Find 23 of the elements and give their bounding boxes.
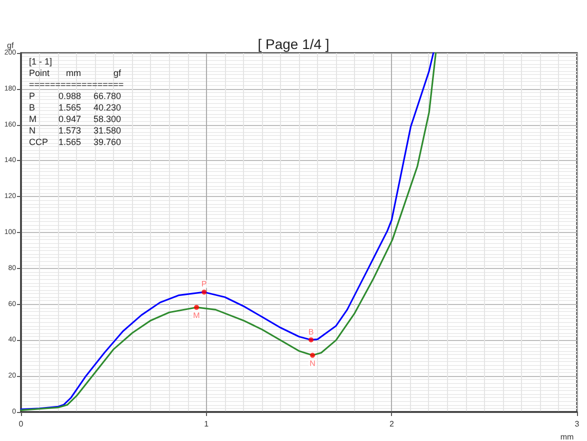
point	[308, 337, 314, 342]
y-axis-title: gf	[7, 41, 14, 50]
point	[194, 304, 200, 310]
annotation: P	[201, 280, 207, 289]
point	[310, 352, 316, 358]
annotation: [1 - 1]	[29, 56, 52, 66]
x-tick-label: 2	[389, 420, 394, 428]
point	[202, 290, 207, 295]
x-tick-label: 1	[204, 420, 210, 428]
annotation: M	[193, 310, 200, 320]
annotation: B	[308, 327, 314, 336]
text: B 1.565 40.230	[29, 102, 121, 112]
annotation: N	[310, 358, 316, 368]
text: CCP 1.565 39.760	[29, 137, 121, 147]
text: Point mm gf	[29, 68, 121, 78]
x-tick-label: 3	[574, 420, 580, 428]
chart-title: [ Page 1/4 ]	[258, 36, 330, 52]
text: P 0.988 66.780	[29, 91, 121, 101]
x-tick-label: 0	[18, 420, 24, 428]
text: N 1.573 31.580	[29, 126, 121, 136]
x-axis-title: mm	[560, 432, 574, 441]
text: M 0.947 58.300	[29, 114, 121, 124]
annotation: ==================	[29, 80, 124, 90]
